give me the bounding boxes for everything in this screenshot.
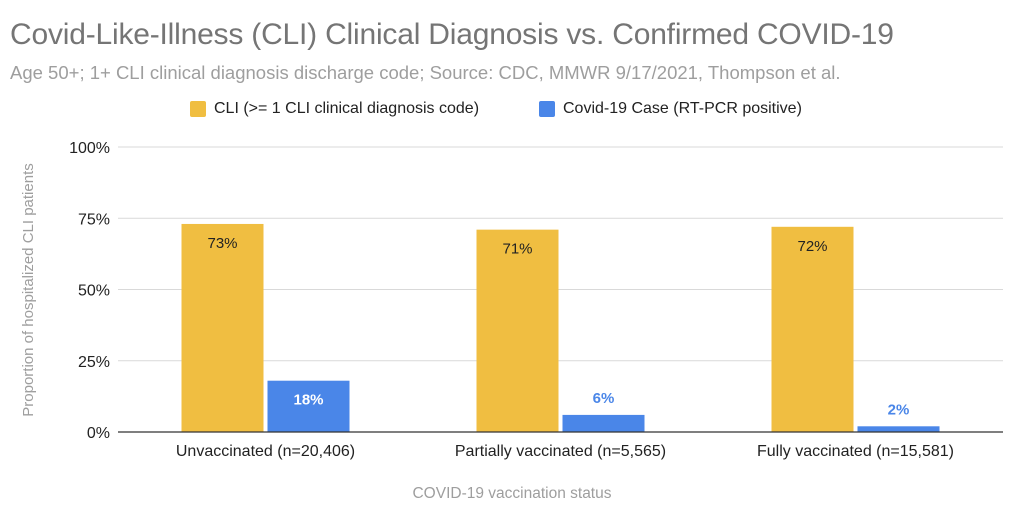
data-label: 18% bbox=[293, 392, 323, 409]
data-label: 71% bbox=[502, 241, 532, 258]
bar-covid bbox=[857, 426, 940, 432]
legend: CLI (>= 1 CLI clinical diagnosis code) C… bbox=[0, 100, 1024, 122]
y-tick-label: 50% bbox=[78, 283, 110, 300]
bar-cli bbox=[181, 223, 264, 432]
legend-label-cli: CLI (>= 1 CLI clinical diagnosis code) bbox=[214, 100, 480, 117]
x-tick-label: Unvaccinated (n=20,406) bbox=[176, 443, 355, 460]
x-axis-title: COVID-19 vaccination status bbox=[412, 485, 612, 502]
bar-covid bbox=[562, 414, 645, 432]
legend-swatch-cli bbox=[190, 101, 206, 117]
bar-cli bbox=[771, 226, 854, 432]
chart-title: Covid-Like-Illness (CLI) Clinical Diagno… bbox=[10, 18, 894, 51]
y-axis-title: Proportion of hospitalized CLI patients bbox=[20, 163, 273, 416]
data-label: 72% bbox=[797, 238, 827, 255]
x-tick-label: Fully vaccinated (n=15,581) bbox=[757, 443, 954, 460]
legend-swatch-covid bbox=[539, 101, 555, 117]
y-tick-label: 0% bbox=[87, 425, 110, 442]
data-label: 2% bbox=[888, 401, 910, 418]
bar-covid bbox=[267, 380, 350, 432]
y-tick-label: 25% bbox=[78, 354, 110, 371]
y-tick-label: 75% bbox=[78, 211, 110, 228]
legend-item-covid: Covid-19 Case (RT-PCR positive) bbox=[539, 100, 802, 118]
y-tick-label: 100% bbox=[69, 140, 110, 157]
bar-cli bbox=[476, 229, 559, 432]
legend-label-covid: Covid-19 Case (RT-PCR positive) bbox=[563, 100, 802, 117]
data-label: 73% bbox=[207, 235, 237, 252]
legend-item-cli: CLI (>= 1 CLI clinical diagnosis code) bbox=[190, 100, 479, 118]
chart-subtitle: Age 50+; 1+ CLI clinical diagnosis disch… bbox=[10, 62, 841, 83]
data-label: 6% bbox=[593, 390, 615, 407]
y-axis-title-text: Proportion of hospitalized CLI patients bbox=[20, 163, 37, 417]
x-tick-label: Partially vaccinated (n=5,565) bbox=[455, 443, 666, 460]
